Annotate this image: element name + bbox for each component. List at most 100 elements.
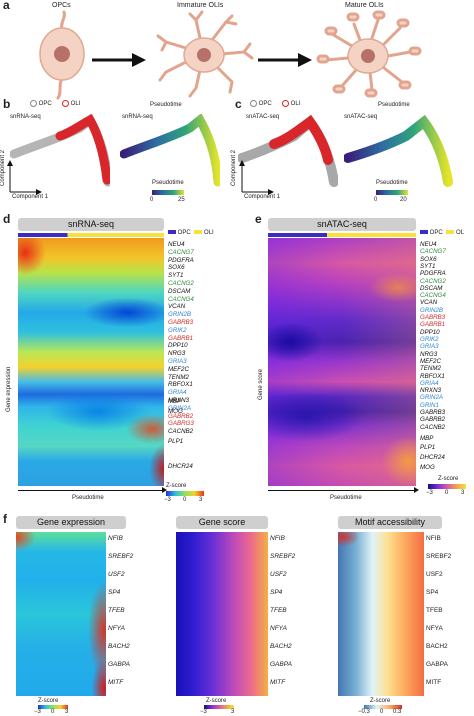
panel-a-letter: a	[3, 0, 10, 12]
gene-label: CACNB2	[420, 423, 446, 431]
gene-label: RBFOX1	[168, 381, 193, 389]
axis-x-label-c: Component 1	[244, 194, 281, 200]
oli-dot-icon	[62, 100, 69, 107]
tf-gene-label: USF2	[108, 571, 125, 578]
ticks-f3-0: −0.3	[358, 709, 370, 715]
gene-label: GRIN2A	[420, 394, 444, 402]
gene-label: GABRB2	[420, 416, 446, 424]
ticks-f3-1: 0	[380, 709, 384, 715]
zscore-label-f1: Z-score	[38, 698, 59, 704]
tf-gene-label: NFIB	[270, 535, 285, 542]
gene-label: GRIN2B	[168, 311, 192, 319]
axis-arrows-c	[239, 160, 274, 195]
zscore-tick-d-0: −3	[164, 497, 171, 503]
colorbar-c	[376, 190, 408, 195]
zscore-label-d: Z-score	[166, 483, 187, 489]
gene-label: PDGFRA	[168, 256, 194, 264]
panel-c-letter: c	[235, 97, 242, 111]
tf-gene-label: SREBF2	[108, 553, 134, 560]
ticks-f2-1: 3	[231, 709, 235, 715]
x-arrowhead-icon	[414, 487, 419, 493]
gene-list-f2: NFIB SREBF2 USF2 SP4 TFEB NFYA BACH2 GABPA MITF	[270, 532, 310, 696]
tf-gene-label: USF2	[270, 571, 287, 578]
gene-label: DHCR24	[168, 463, 193, 470]
panel-f-header-2: Gene score	[176, 516, 268, 529]
pseudotime-plot-b2	[120, 114, 220, 187]
axis-y-label-b: Component 2	[0, 149, 6, 186]
gene-label: SOX6	[420, 255, 437, 263]
gene-label: NEU4	[168, 241, 185, 248]
gene-label: GABRB3	[168, 319, 194, 326]
ticks-f3-2: 0.3	[393, 709, 402, 715]
panel-d-header: snRNA-seq	[18, 218, 164, 231]
gene-label: NRXN3	[420, 387, 441, 395]
tf-gene-label: TFEB	[270, 607, 287, 614]
panel-e-letter: e	[255, 212, 262, 226]
tf-gene-label: NFIB	[426, 535, 441, 542]
tf-gene-label: TFEB	[108, 607, 125, 614]
gene-label: PLP1	[420, 444, 436, 451]
gene-list-d: NEU4 CACNG7 PDGFRA SOX6 SYT1 CACNG2 DSCAM CACNG…	[168, 241, 228, 482]
gene-label: MBP	[168, 398, 182, 406]
cell-diagram	[39, 10, 422, 100]
zscore-tick-e-0: −3	[426, 490, 433, 496]
x-label-d: Pseudotime	[72, 495, 104, 501]
gene-label: SYT1	[168, 272, 184, 280]
heatmap-f3	[338, 532, 424, 696]
tf-gene-label: SREBF2	[426, 553, 452, 560]
tf-gene-label: MITF	[426, 679, 442, 686]
colorbar-c-min: 0	[374, 197, 378, 203]
arrow-icon	[258, 53, 312, 67]
gene-label: GABRB3	[420, 314, 446, 322]
tf-gene-label: NFYA	[108, 625, 125, 632]
opc-swatch-icon	[420, 230, 428, 235]
tf-gene-label: GABPA	[426, 661, 448, 668]
zscore-label-f2: Z-score	[206, 698, 227, 704]
gene-label: GRIA3	[420, 343, 439, 351]
gene-list-f1: NFIB SREBF2 USF2 SP4 TFEB NFYA BACH2 GABPA MITF	[108, 532, 148, 696]
tf-gene-label: USF2	[426, 571, 443, 578]
zscore-bar-d	[166, 491, 204, 496]
gene-label: DHCR24	[420, 454, 445, 462]
gene-label: GABRB3	[420, 409, 446, 417]
gene-label: NEU4	[420, 241, 437, 248]
heatmap-f2	[176, 532, 268, 696]
legend-e: OPC OL	[420, 230, 464, 236]
x-arrowhead-icon	[162, 487, 167, 493]
y-label-e: Gene score	[258, 368, 264, 400]
tf-gene-label: SP4	[108, 589, 121, 596]
gene-label: TENM2	[168, 373, 189, 381]
gene-label: CACNG2	[420, 277, 446, 285]
tf-gene-label: NFYA	[426, 625, 443, 632]
gene-label: GABRB2	[168, 412, 194, 420]
zscore-bar-f1	[38, 705, 68, 709]
axis-x-label-b: Component 1	[12, 194, 49, 200]
zscore-tick-d-2: 3	[199, 497, 203, 503]
tf-gene-label: NFYA	[270, 625, 287, 632]
plot-c2-title: Pseudotime	[378, 102, 410, 108]
panel-b-letter: b	[3, 97, 11, 111]
stage-immature-label: Immature OLIs	[177, 2, 224, 9]
zscore-label-f3: Z-score	[370, 698, 391, 704]
plot-c2-subtitle: snATAC-seq	[344, 114, 378, 120]
zscore-label-e: Z-score	[438, 476, 459, 482]
tf-gene-label: SP4	[270, 589, 283, 596]
heatmap-f1	[16, 532, 106, 696]
tf-gene-label: SREBF2	[270, 553, 296, 560]
colorbar-b-max: 25	[178, 197, 185, 203]
plot-b2-title: Pseudotime	[150, 102, 182, 108]
colorbar-title-b: Pseudotime	[152, 180, 184, 186]
tf-gene-label: BACH2	[270, 643, 292, 650]
zscore-tick-d-1: 0	[183, 497, 187, 503]
plot-c1-title: snATAC-seq	[246, 114, 280, 120]
opc-ol-bar-e	[268, 233, 416, 237]
legend-oli-b: OLI	[62, 100, 80, 107]
colorbar-c-max: 20	[400, 197, 407, 203]
arrow-icon	[92, 53, 146, 67]
zscore-bar-f3	[364, 705, 402, 709]
gene-label: MEF2C	[168, 365, 189, 373]
colorbar-b-min: 0	[150, 197, 154, 203]
opc-dot-icon	[30, 100, 37, 107]
x-label-e: Pseudotime	[330, 495, 362, 501]
gene-label: MOG	[420, 463, 435, 471]
